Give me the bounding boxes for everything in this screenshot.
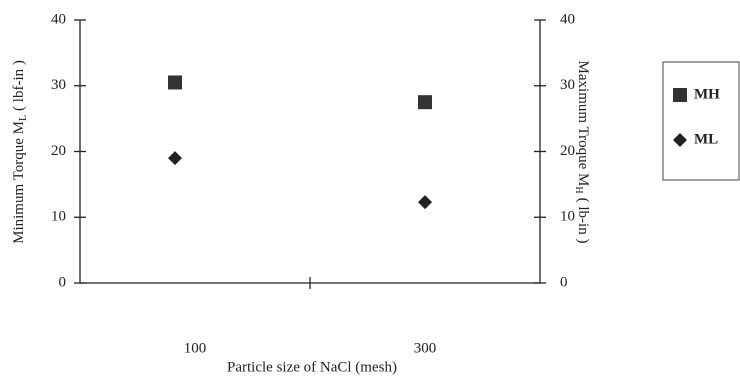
y2-label-unit: ( lb-in ) [575,198,591,244]
y2-tick-label: 40 [560,11,575,27]
y-label-sub: L [18,115,29,121]
y2-axis-label: Maximum Troque MH ( lb-in ) [573,61,591,244]
legend-box [662,61,740,181]
data-point [418,195,432,210]
y2-label-sub: H [573,186,584,193]
y2-tick-label: 20 [560,143,575,159]
x-tick-label: 300 [414,340,437,356]
data-point [168,151,182,166]
data-point [168,75,182,90]
legend-marker [673,88,687,102]
y-tick-label: 40 [51,11,66,27]
y-tick-label: 30 [51,77,66,93]
y2-tick-label: 0 [560,274,568,290]
x-tick-label: 100 [184,340,207,356]
y-tick-label: 0 [59,274,67,290]
legend-label: ML [694,131,718,147]
y2-label-main: Maximum Troque M [575,61,591,187]
y-tick-label: 10 [51,209,66,225]
y2-tick-label: 30 [560,77,575,93]
y2-tick-label: 10 [560,209,575,225]
y-label-unit: ( lbf-in ) [11,60,27,111]
data-point [418,95,432,110]
legend-marker [673,133,687,147]
y-tick-label: 20 [51,143,66,159]
y-label-main: Minimum Torque M [11,121,27,244]
legend-label: MH [694,86,720,102]
y-axis-label: Minimum Torque ML ( lbf-in ) [11,60,29,244]
x-axis-label: Particle size of NaCl (mesh) [227,359,397,375]
